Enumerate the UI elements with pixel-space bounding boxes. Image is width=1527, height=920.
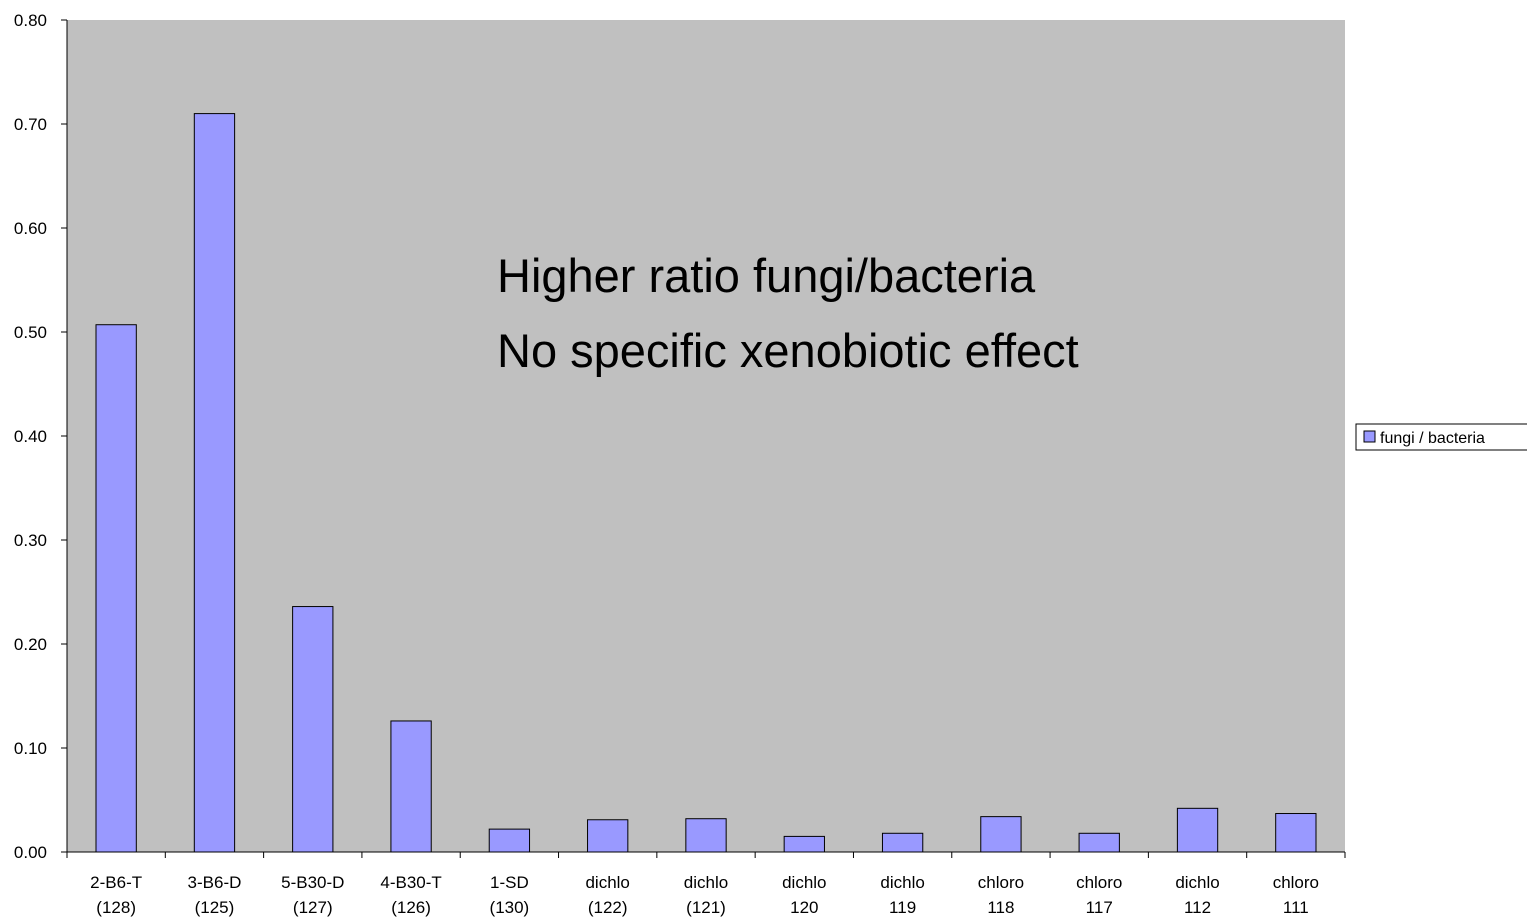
bar [390, 720, 432, 853]
x-tick-label: 5-B30-D [281, 873, 344, 892]
bar [783, 835, 825, 853]
x-tick-label: (126) [391, 898, 431, 917]
bar [95, 324, 137, 853]
x-tick-label: 1-SD [490, 873, 529, 892]
legend-label: fungi / bacteria [1380, 430, 1485, 447]
x-tick-label: (122) [588, 898, 628, 917]
x-tick-label: 117 [1086, 898, 1113, 917]
bar [292, 606, 334, 853]
y-tick-label: 0.00 [14, 843, 47, 862]
x-tick-label: dichlo [1175, 873, 1219, 892]
y-tick-label: 0.20 [14, 635, 47, 654]
y-tick-label: 0.70 [14, 115, 47, 134]
bar [488, 828, 531, 853]
x-tick-label: 120 [790, 898, 818, 917]
y-tick-label: 0.30 [14, 531, 47, 550]
x-tick-label: (121) [686, 898, 726, 917]
bar [980, 816, 1022, 853]
x-tick-label: 112 [1184, 898, 1211, 917]
annotation: Higher ratio fungi/bacteria [497, 249, 1036, 302]
bar [685, 818, 727, 853]
y-tick-label: 0.10 [14, 739, 47, 758]
x-tick-label: chloro [1273, 873, 1319, 892]
x-tick-label: 2-B6-T [90, 873, 142, 892]
x-tick-label: 118 [987, 898, 1014, 917]
y-tick-label: 0.40 [14, 427, 47, 446]
bar [193, 113, 236, 853]
x-tick-label: dichlo [585, 873, 629, 892]
x-tick-label: 119 [889, 898, 916, 917]
x-tick-label: chloro [978, 873, 1024, 892]
x-tick-label: (128) [96, 898, 136, 917]
x-tick-label: dichlo [782, 873, 826, 892]
y-tick-label: 0.50 [14, 323, 47, 342]
x-tick-label: chloro [1076, 873, 1122, 892]
bar [1176, 807, 1219, 853]
x-tick-label: 4-B30-T [380, 873, 441, 892]
x-tick-label: (127) [293, 898, 333, 917]
bar [587, 819, 629, 853]
x-tick-label: dichlo [684, 873, 728, 892]
legend-box [1355, 423, 1527, 451]
x-tick-label: 3-B6-D [188, 873, 242, 892]
x-tick-label: dichlo [880, 873, 924, 892]
x-tick-label: (130) [490, 898, 530, 917]
y-tick-label: 0.60 [14, 219, 47, 238]
plot-area [67, 20, 1345, 852]
bar [881, 832, 924, 853]
bar [1275, 813, 1317, 853]
annotation: No specific xenobiotic effect [497, 324, 1079, 377]
x-tick-label: (125) [195, 898, 235, 917]
x-tick-label: 111 [1283, 898, 1309, 917]
bar [1078, 832, 1120, 853]
legend-swatch [1363, 430, 1376, 443]
y-tick-label: 0.80 [14, 11, 47, 30]
